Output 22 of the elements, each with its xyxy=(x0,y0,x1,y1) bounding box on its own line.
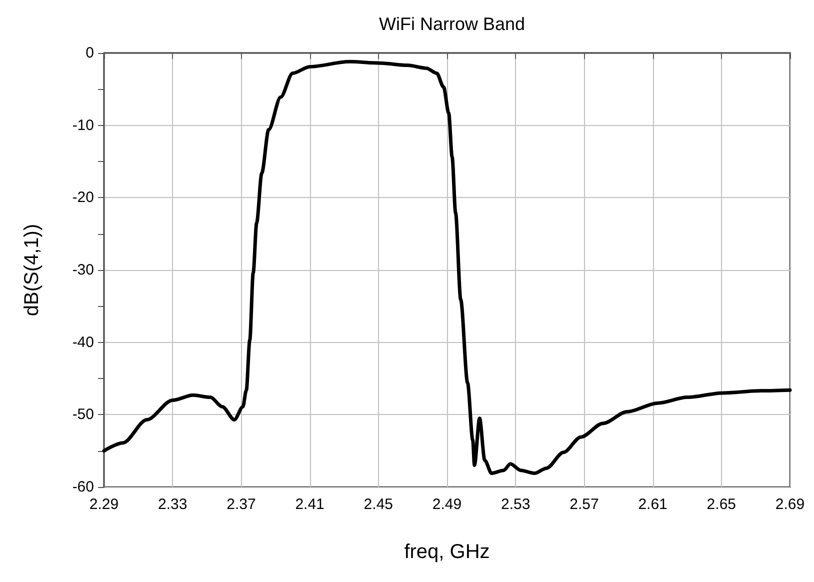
x-tick-label: 2.29 xyxy=(89,496,119,513)
y-tick-label: -40 xyxy=(72,334,94,351)
y-tick-label: 0 xyxy=(86,44,94,62)
chart-title: WiFi Narrow Band xyxy=(378,14,526,34)
x-tick-label: 2.61 xyxy=(638,496,668,513)
x-tick-label: 2.41 xyxy=(295,496,324,513)
x-tick-label: 2.69 xyxy=(775,496,805,513)
x-tick-label: 2.53 xyxy=(501,496,530,513)
x-tick-label: 2.65 xyxy=(706,496,736,513)
y-tick-label: -10 xyxy=(72,116,94,134)
x-tick-label: 2.37 xyxy=(226,496,256,513)
y-tick-label: -60 xyxy=(72,478,94,496)
x-tick-label: 2.49 xyxy=(432,496,462,513)
line-series xyxy=(102,60,792,476)
y-tick-label: -20 xyxy=(72,189,94,206)
x-axis-title: freq, GHz xyxy=(404,541,490,563)
x-tick-label: 2.45 xyxy=(364,496,393,513)
x-tick-label: 2.33 xyxy=(158,496,188,513)
y-tick-label: -30 xyxy=(72,262,94,278)
x-tick-label: 2.57 xyxy=(570,496,599,513)
y-tick-label: -50 xyxy=(72,406,94,424)
y-axis-title: dB(S(4,1)) xyxy=(21,224,43,316)
